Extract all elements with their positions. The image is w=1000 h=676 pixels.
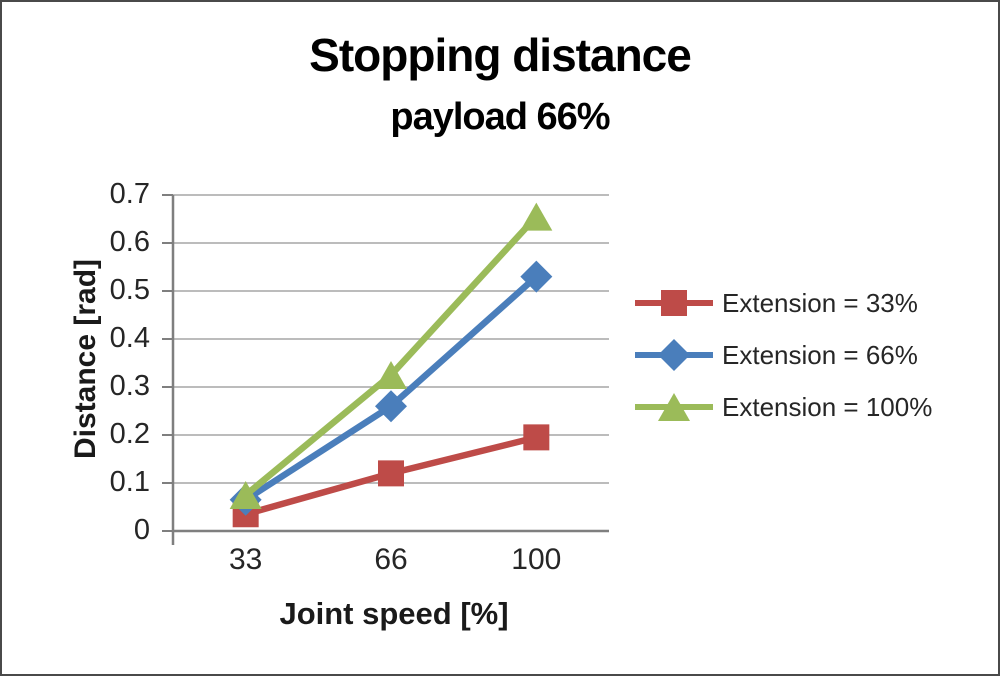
- legend-item: Extension = 100%: [632, 388, 932, 426]
- y-tick-label: 0: [133, 514, 150, 546]
- legend-label: Extension = 100%: [722, 391, 933, 422]
- y-tick-label: 0.6: [109, 226, 150, 258]
- series-line-2: [242, 213, 540, 499]
- series-marker-triangle: [375, 361, 407, 389]
- y-tick-label: 0.4: [109, 322, 150, 354]
- x-axis-title: Joint speed [%]: [279, 596, 509, 631]
- y-tick-label: 0.7: [109, 178, 150, 210]
- chart-title: Stopping distance: [309, 29, 692, 81]
- x-tick-label: 33: [228, 543, 263, 576]
- legend-marker-triangle: [658, 393, 690, 421]
- legend-swatch-triangle-icon: [635, 393, 713, 421]
- x-tick-label: 66: [374, 543, 408, 576]
- y-tick-label: 0.1: [109, 466, 150, 498]
- series-marker-square: [523, 424, 550, 451]
- y-tick-label: 0.2: [109, 418, 150, 450]
- legend-label: Extension = 33%: [722, 287, 918, 318]
- legend-marker-diamond: [658, 339, 690, 371]
- legend-item: Extension = 66%: [632, 336, 918, 374]
- legend-marker-square: [661, 290, 687, 316]
- y-tick-label: 0.3: [109, 370, 150, 402]
- series-marker-diamond: [520, 260, 553, 293]
- chart-subtitle: payload 66%: [390, 96, 610, 138]
- y-tick-label: 0.5: [109, 274, 150, 306]
- series-marker-square: [378, 460, 404, 487]
- x-tick-label: 100: [511, 543, 562, 576]
- series-marker-diamond: [375, 390, 407, 423]
- legend-label: Extension = 66%: [722, 339, 918, 370]
- series-marker-triangle: [229, 481, 262, 509]
- legend-swatch-diamond-icon: [635, 339, 713, 371]
- legend-swatch-square-icon: [635, 290, 713, 316]
- series-marker-triangle: [520, 202, 553, 231]
- legend-item: Extension = 33%: [632, 284, 918, 322]
